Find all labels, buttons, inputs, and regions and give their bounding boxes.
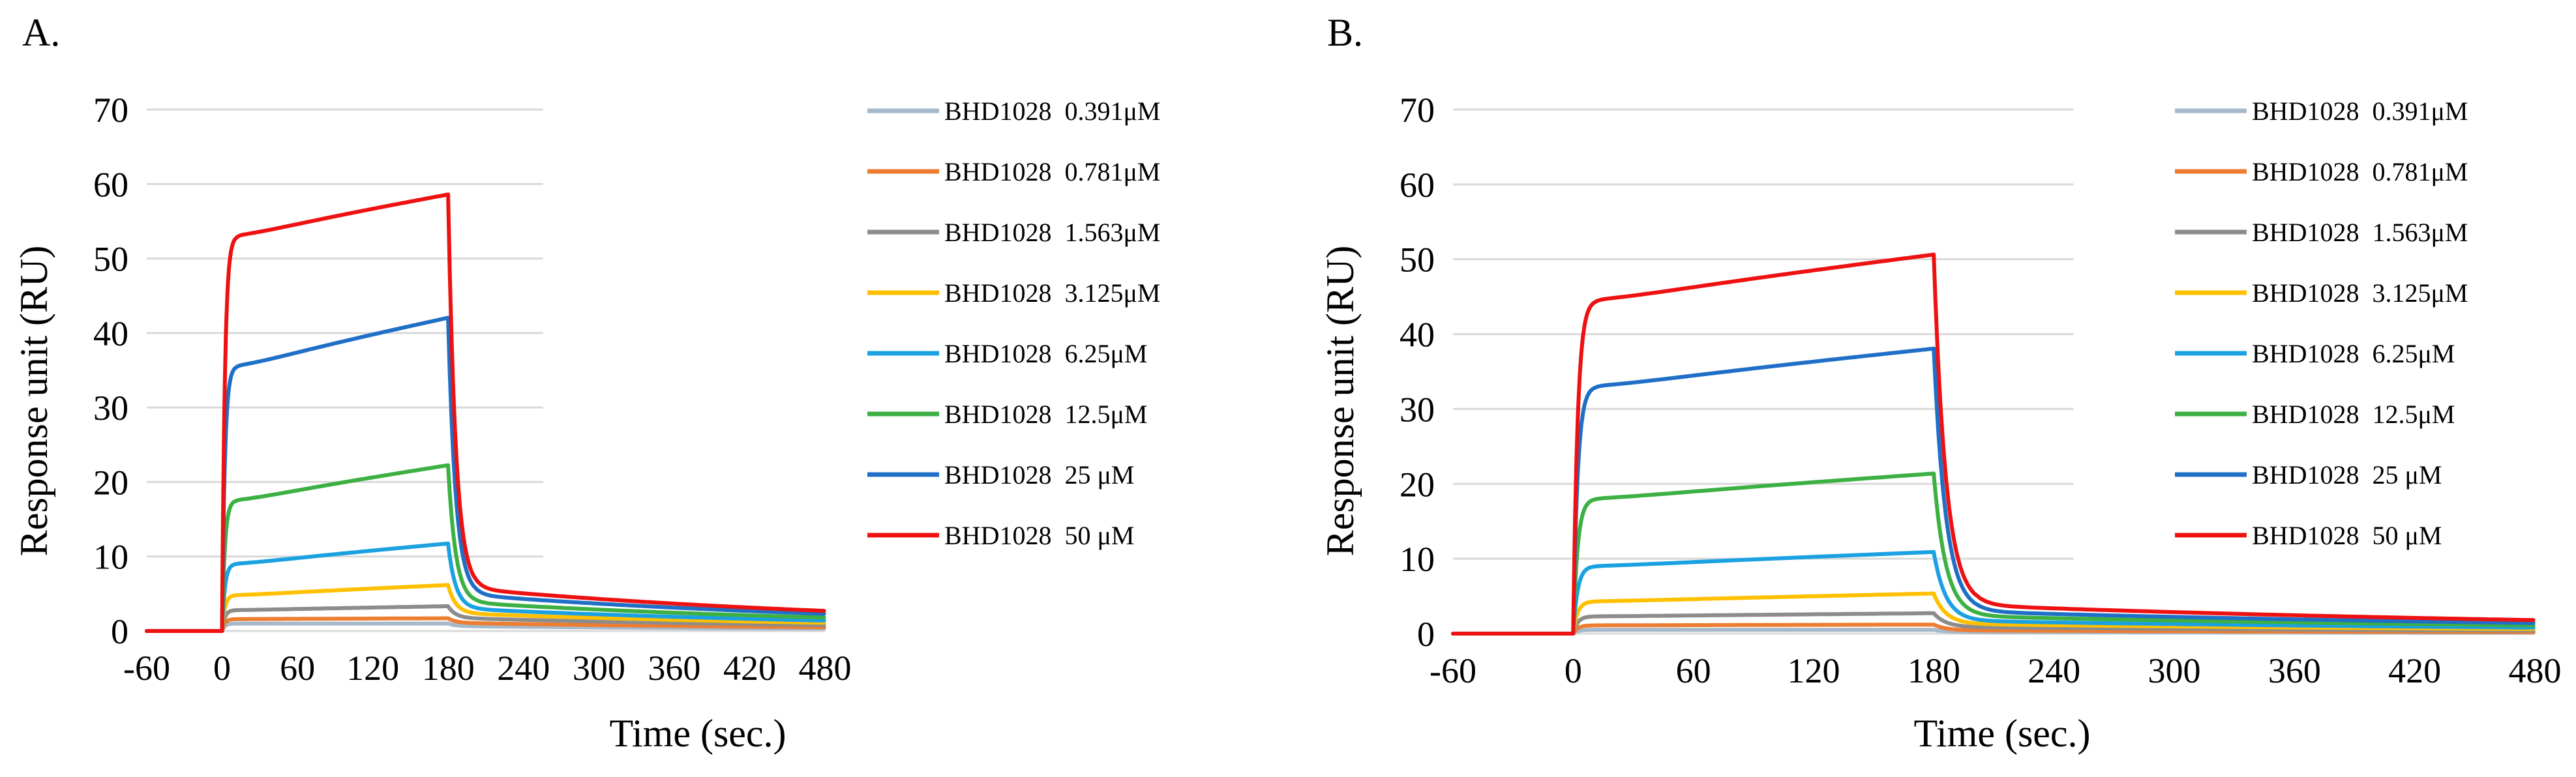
panel-b-x-tick-label: 480 [2509, 651, 2562, 690]
panel-a-series-line [145, 604, 826, 633]
panel-b-x-tick-label: 180 [1908, 651, 1960, 690]
panel-a-x-tick-label: 60 [280, 649, 315, 688]
panel-a-y-tick-label: 50 [93, 240, 128, 279]
panel-b-x-tick-label: 60 [1676, 651, 1711, 690]
panel-b: B. Response unit (RU) Time (sec.) 0 10 20 3… [1319, 11, 2562, 755]
panel-a-legend-label: BHD1028 6.25μM [944, 339, 1147, 368]
panel-a-legend-label: BHD1028 12.5μM [944, 400, 1147, 429]
panel-b-x-tick-label: 420 [2388, 651, 2441, 690]
panel-b-y-tick-label: 60 [1400, 166, 1435, 205]
panel-a-legend-label: BHD1028 1.563μM [944, 218, 1160, 247]
panel-b-y-tick-label: 10 [1400, 540, 1435, 579]
panel-a-y-tick-label: 10 [93, 538, 128, 577]
panel-a-series-line [145, 463, 826, 633]
panel-a-legend-label: BHD1028 0.781μM [944, 157, 1160, 186]
panel-b-y-tick-label: 40 [1400, 315, 1435, 355]
panel-b-legend-label: BHD1028 0.391μM [2252, 96, 2468, 126]
panel-a-y-tick-label: 30 [93, 388, 128, 428]
panel-a-y-tick-label: 70 [93, 91, 128, 130]
panel-b-series-line [1451, 591, 2536, 636]
panel-b-y-axis-title: Response unit (RU) [1319, 246, 1362, 557]
panel-a-x-tick-label: 240 [497, 649, 550, 688]
panel-a-x-tick-label: 0 [213, 649, 231, 688]
panel-a-legend-label: BHD1028 0.391μM [944, 96, 1160, 126]
panel-b-legend-label: BHD1028 6.25μM [2252, 339, 2455, 368]
panel-b-series-line [1451, 550, 2536, 636]
panel-b-legend-label: BHD1028 25 μM [2252, 460, 2442, 490]
panel-b-series-line [1451, 611, 2536, 636]
panel-b-legend-label: BHD1028 12.5μM [2252, 400, 2455, 429]
panel-a-x-tick-label: 180 [422, 649, 475, 688]
panel-a-series-line [145, 621, 826, 633]
panel-a-y-axis-title: Response unit (RU) [12, 246, 55, 557]
panel-b-x-tick-label: 0 [1565, 651, 1582, 690]
panel-a-series-line [145, 541, 826, 633]
panel-a-x-tick-label: 480 [799, 649, 852, 688]
panel-b-series-line [1451, 252, 2536, 636]
panel-a-x-tick-label: 300 [573, 649, 625, 688]
panel-b-series-line [1451, 346, 2536, 636]
panel-b-legend-label: BHD1028 1.563μM [2252, 218, 2468, 247]
panel-a-x-tick-label: 360 [648, 649, 700, 688]
panel-a-y-tick-label: 40 [93, 314, 128, 353]
panel-a-legend-label: BHD1028 25 μM [944, 460, 1134, 490]
panel-b-label: B. [1327, 11, 1363, 54]
panel-a: A. Response unit (RU) Time (sec.) 0 10 20 3… [12, 11, 1160, 755]
panel-b-legend-label: BHD1028 50 μM [2252, 521, 2442, 550]
panel-b-y-tick-label: 70 [1400, 91, 1435, 130]
panel-a-x-tick-label: 120 [346, 649, 399, 688]
panel-a-series-line [145, 315, 826, 633]
panel-b-legend-label: BHD1028 3.125μM [2252, 278, 2468, 308]
panel-b-y-tick-label: 50 [1400, 241, 1435, 280]
panel-b-series-line [1451, 471, 2536, 636]
panel-b-x-tick-label: -60 [1430, 651, 1476, 690]
panel-b-series-line [1451, 623, 2536, 636]
panel-a-series-line [145, 583, 826, 633]
panel-b-x-axis-title: Time (sec.) [1913, 712, 2090, 755]
panel-b-x-tick-label: 360 [2268, 651, 2321, 690]
panel-a-y-tick-label: 0 [111, 612, 128, 651]
panel-a-y-tick-label: 20 [93, 463, 128, 502]
panel-a-legend-label: BHD1028 50 μM [944, 521, 1134, 550]
panel-b-y-tick-label: 20 [1400, 465, 1435, 504]
panel-b-x-tick-label: 120 [1788, 651, 1840, 690]
panel-a-series-line [145, 616, 826, 633]
panel-a-y-tick-label: 60 [93, 165, 128, 204]
panel-a-label: A. [22, 11, 60, 54]
panel-a-x-tick-label: 420 [723, 649, 776, 688]
panel-a-series-line [145, 192, 826, 633]
panel-a-legend-label: BHD1028 3.125μM [944, 278, 1160, 308]
panel-b-legend-label: BHD1028 0.781μM [2252, 157, 2468, 186]
panel-b-y-tick-label: 30 [1400, 390, 1435, 429]
panel-a-x-tick-label: -60 [123, 649, 170, 688]
panel-b-x-tick-label: 240 [2028, 651, 2080, 690]
panel-b-x-tick-label: 300 [2148, 651, 2201, 690]
panel-a-x-axis-title: Time (sec.) [609, 712, 786, 755]
panel-b-y-tick-label: 0 [1417, 615, 1435, 654]
